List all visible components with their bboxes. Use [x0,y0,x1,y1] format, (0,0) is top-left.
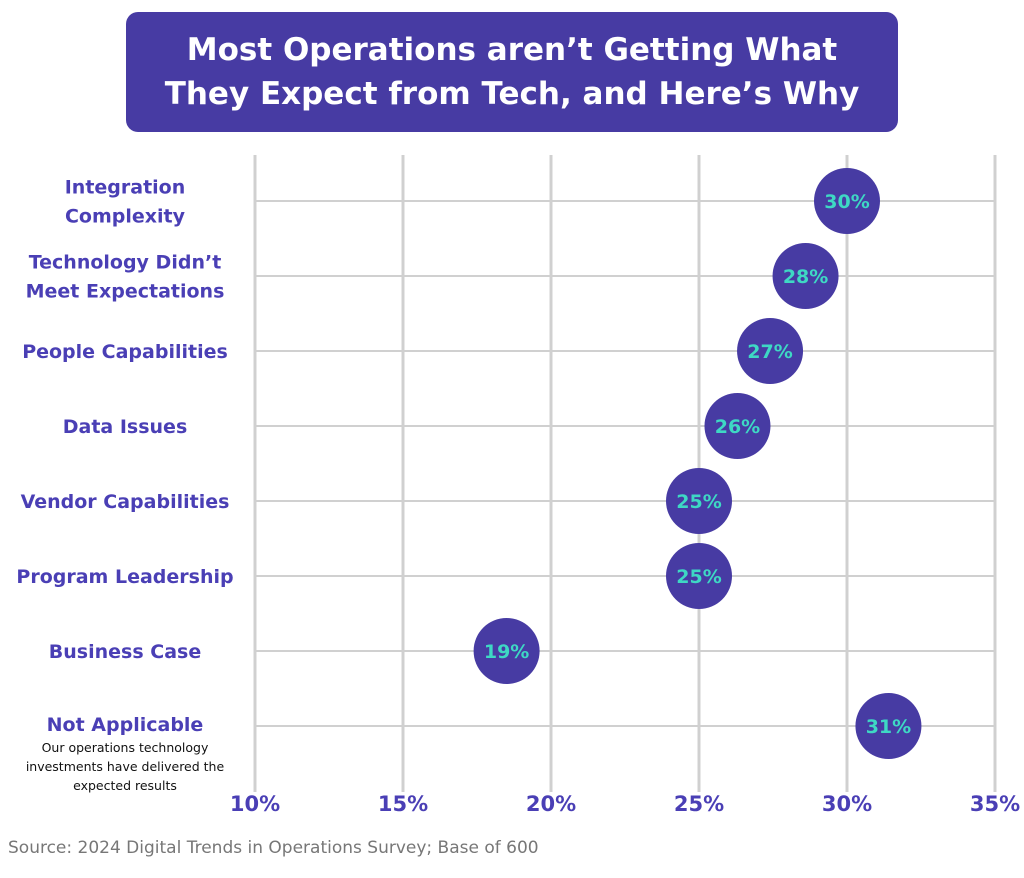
value-marker [473,618,540,684]
chart-title: Most Operations aren’t Getting What They… [126,12,898,132]
value-marker [772,243,839,309]
data-label: 26% [715,416,760,438]
data-label: 27% [747,341,792,363]
category-label: Vendor Capabilities [21,491,230,513]
category-note: investments have delivered the [26,759,225,774]
category-label: Complexity [65,206,186,228]
data-label: 19% [484,641,529,663]
category-label: Meet Expectations [26,281,225,303]
data-label: 25% [676,491,721,513]
category-label: Not Applicable [47,714,204,736]
x-tick-label: 15% [378,792,428,816]
value-marker [814,168,880,234]
category-label: People Capabilities [22,341,228,363]
category-label: Program Leadership [16,566,233,588]
value-marker [737,318,804,384]
category-label: Business Case [49,641,201,663]
value-marker [666,468,732,534]
category-note: expected results [73,778,177,793]
data-label: 30% [824,191,869,213]
source-note: Source: 2024 Digital Trends in Operation… [8,838,539,858]
category-note: Our operations technology [42,740,209,755]
data-label: 25% [676,566,721,588]
category-label: Data Issues [63,416,188,438]
x-tick-label: 35% [970,792,1020,816]
x-tick-label: 20% [526,792,576,816]
category-label: Technology Didn’t [29,252,222,274]
value-marker [855,693,922,759]
x-tick-label: 30% [822,792,872,816]
x-tick-label: 10% [230,792,280,816]
x-tick-label: 25% [674,792,724,816]
value-marker [704,393,771,459]
data-label: 31% [866,716,911,738]
value-marker [666,543,732,609]
category-label: Integration [65,177,186,199]
data-label: 28% [783,266,828,288]
